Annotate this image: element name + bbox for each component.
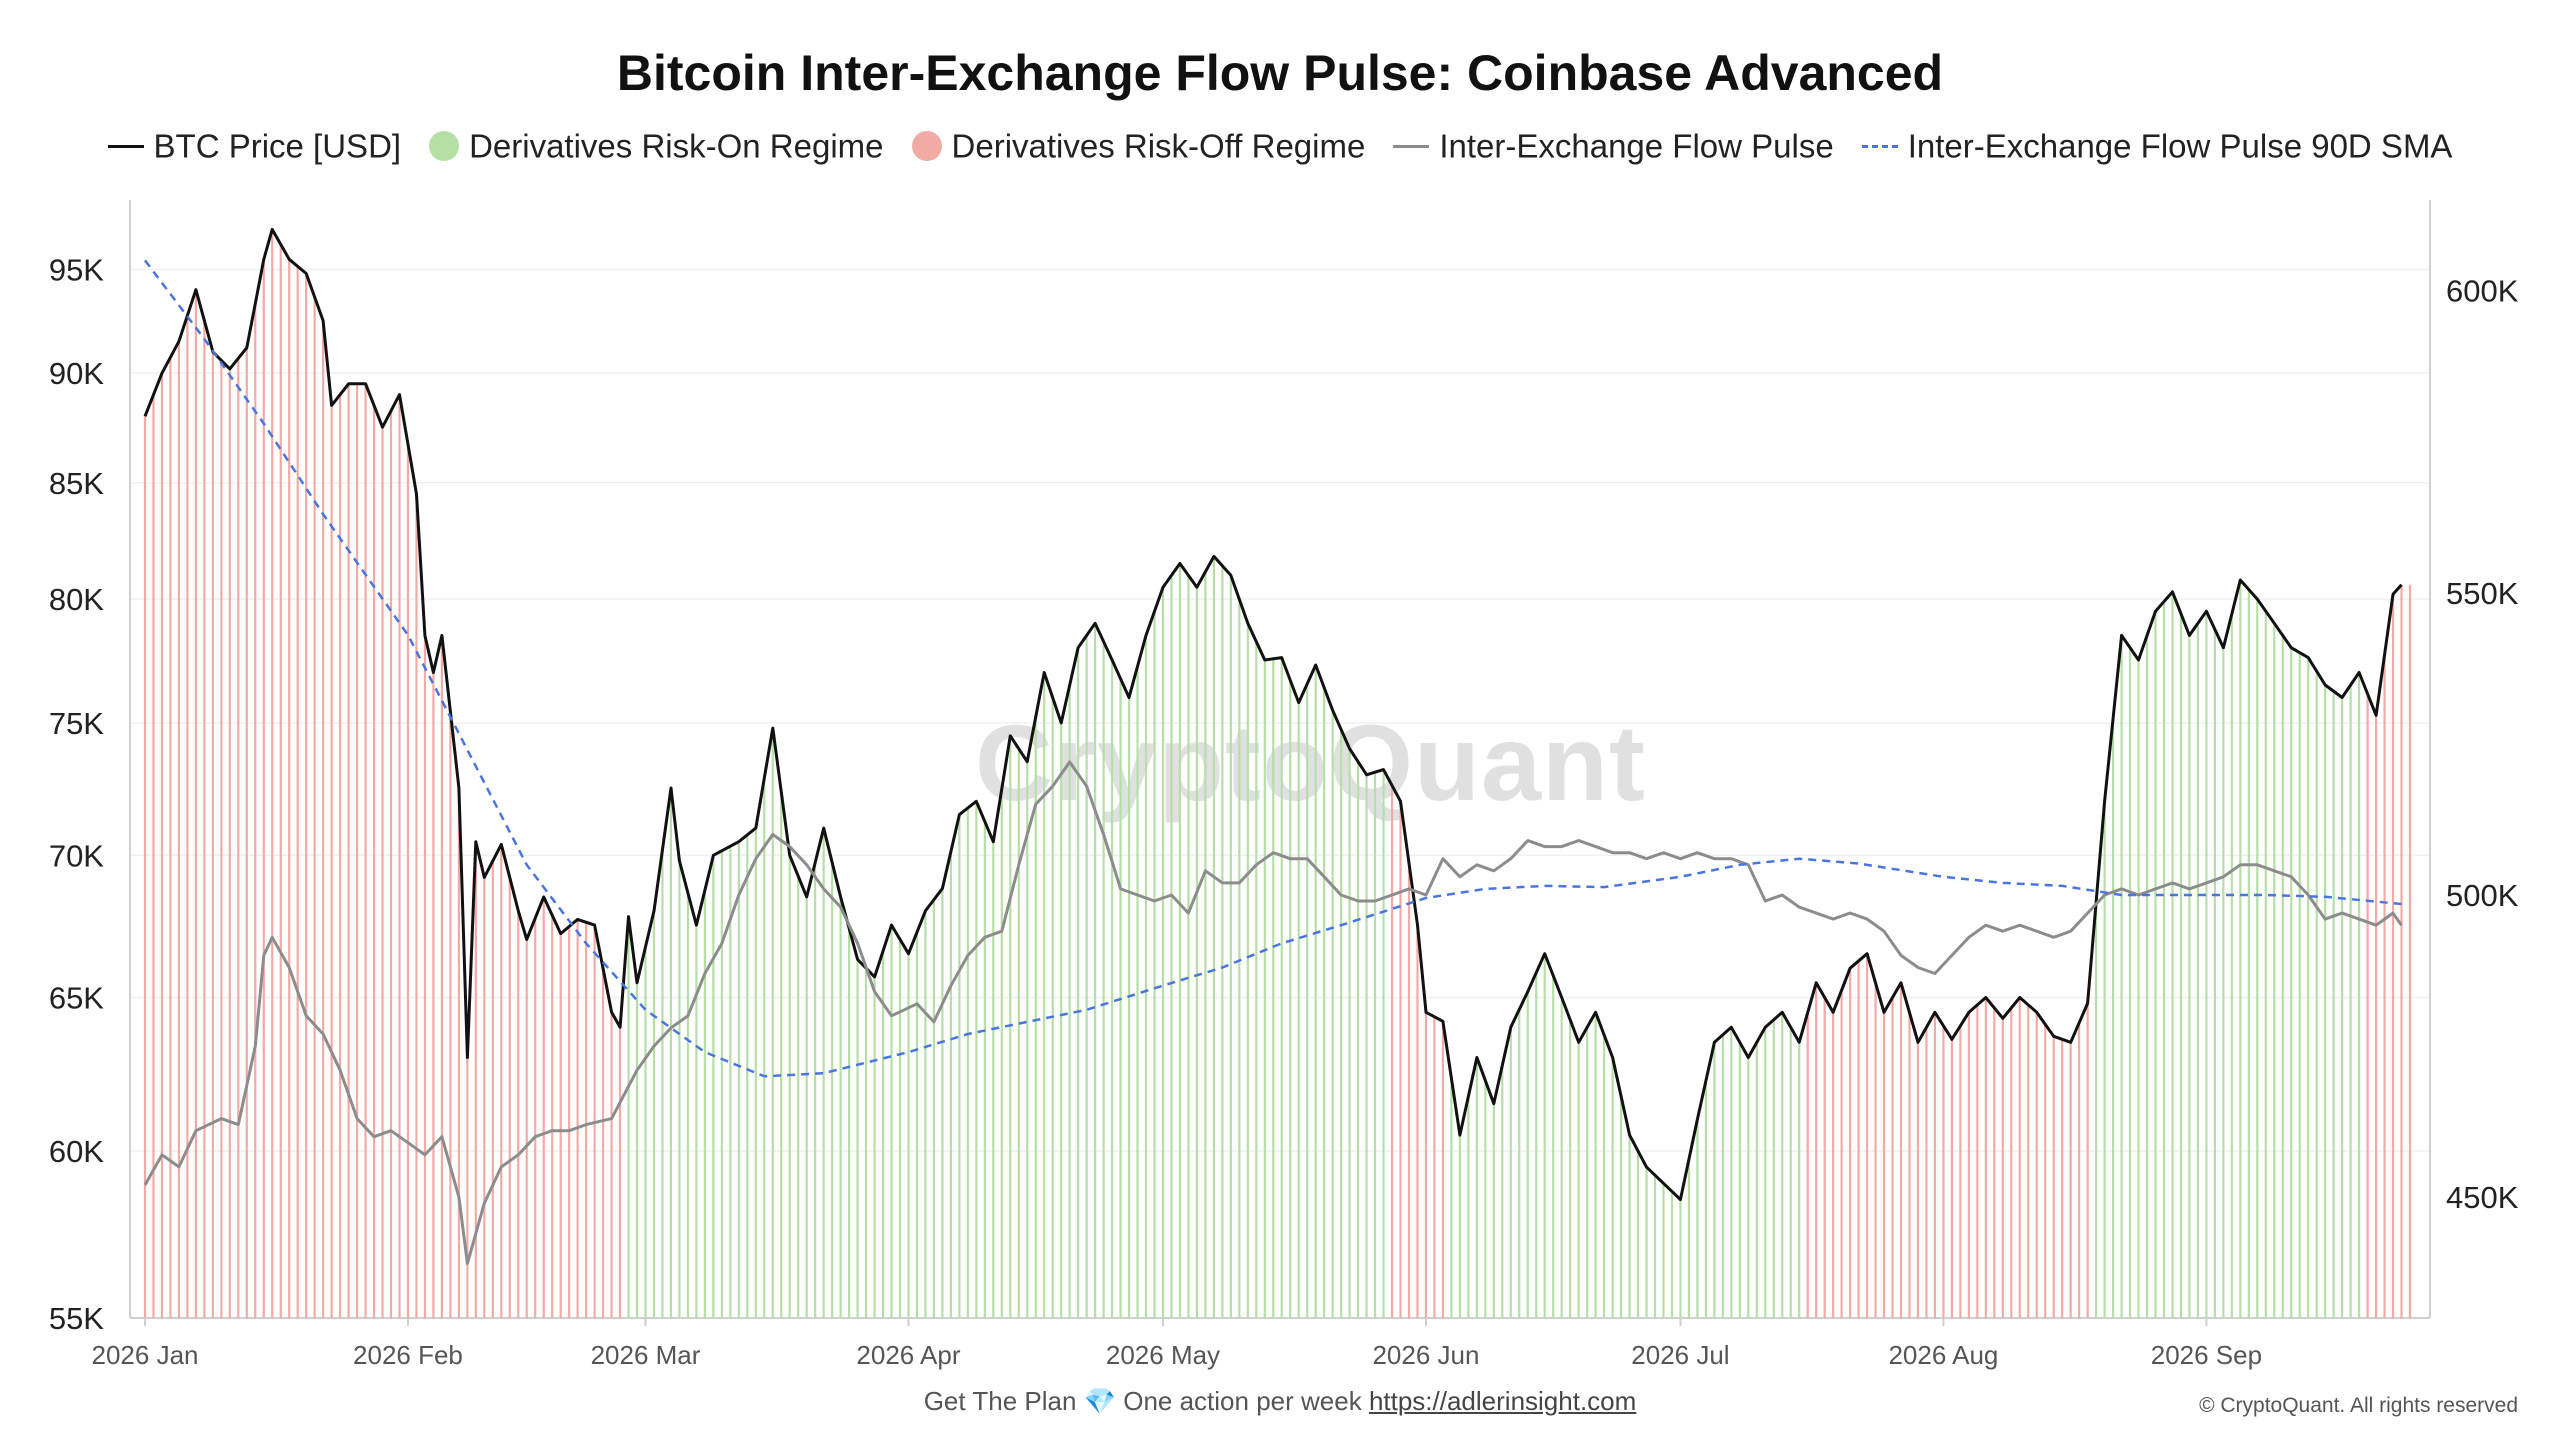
x-tick-label: 2026 Jun xyxy=(1372,1340,1479,1370)
series-line xyxy=(144,259,2402,1078)
left-tick-label: 85K xyxy=(49,466,104,501)
legend-item: BTC Price [USD] xyxy=(107,125,402,165)
left-tick-label: 95K xyxy=(49,252,104,287)
left-tick-label: 70K xyxy=(49,838,104,873)
chart-title: Bitcoin Inter-Exchange Flow Pulse: Coinb… xyxy=(616,45,1944,101)
copyright-notice: © CryptoQuant. All rights reserved xyxy=(2199,1394,2518,1417)
series-line xyxy=(143,760,2403,1266)
left-tick-label: 55K xyxy=(49,1301,104,1336)
x-tick-label: 2026 May xyxy=(1106,1340,1220,1370)
x-tick-label: 2026 Jul xyxy=(1631,1340,1729,1370)
left-tick-label: 60K xyxy=(49,1134,104,1169)
legend-item: Inter-Exchange Flow Pulse 90D SMA xyxy=(1861,125,2453,165)
x-tick-label: 2026 Jan xyxy=(92,1340,199,1370)
legend-item: Inter-Exchange Flow Pulse xyxy=(1393,125,1834,165)
legend-label: Derivatives Risk-On Regime xyxy=(469,127,884,165)
left-tick-label: 65K xyxy=(49,980,104,1015)
legend-swatch xyxy=(911,131,942,162)
legend-label: Derivatives Risk-Off Regime xyxy=(951,127,1366,165)
x-tick-label: 2026 Feb xyxy=(353,1340,463,1370)
legend-swatch xyxy=(429,131,460,162)
x-tick-label: 2026 Mar xyxy=(591,1340,701,1370)
left-tick-label: 80K xyxy=(49,582,104,617)
legend-item: Derivatives Risk-Off Regime xyxy=(911,125,1366,165)
right-tick-label: 500K xyxy=(2446,878,2519,913)
left-tick-label: 90K xyxy=(49,356,104,391)
legend-label: Inter-Exchange Flow Pulse xyxy=(1439,127,1834,165)
left-tick-label: 75K xyxy=(49,706,104,741)
x-tick-label: 2026 Sep xyxy=(2151,1340,2262,1370)
right-tick-label: 550K xyxy=(2446,576,2519,611)
footer-text: Get The Plan 💎 One action per week xyxy=(923,1386,1362,1416)
footer-link[interactable]: https://adlerinsight.com xyxy=(1368,1386,1637,1416)
legend-item: Derivatives Risk-On Regime xyxy=(429,125,884,165)
x-tick-label: 2026 Apr xyxy=(856,1340,960,1370)
legend-swatch xyxy=(107,144,144,148)
legend-swatch xyxy=(1393,144,1430,148)
legend-label: BTC Price [USD] xyxy=(153,127,402,165)
right-tick-label: 450K xyxy=(2446,1180,2519,1215)
x-tick-label: 2026 Aug xyxy=(1888,1340,1998,1370)
series-line xyxy=(143,227,2403,1202)
legend-swatch xyxy=(1861,144,1898,148)
right-tick-label: 600K xyxy=(2446,274,2519,309)
legend: BTC Price [USD] Derivatives Risk-On Regim… xyxy=(0,124,2560,165)
footer: Get The Plan 💎 One action per week https… xyxy=(0,1386,2560,1417)
legend-label: Inter-Exchange Flow Pulse 90D SMA xyxy=(1907,127,2453,165)
